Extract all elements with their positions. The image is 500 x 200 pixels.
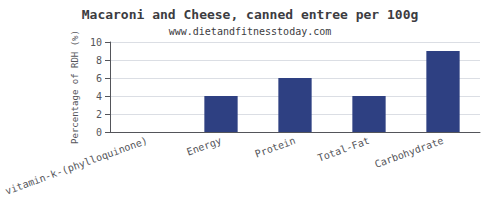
svg-text:Carbohydrate: Carbohydrate <box>373 135 445 170</box>
svg-text:www.dietandfitnesstoday.com: www.dietandfitnesstoday.com <box>169 26 332 37</box>
svg-text:4: 4 <box>96 91 102 102</box>
svg-text:Macaroni and Cheese, canned en: Macaroni and Cheese, canned entree per 1… <box>82 7 419 22</box>
svg-text:Energy: Energy <box>185 135 223 158</box>
svg-text:2: 2 <box>96 109 102 120</box>
svg-text:vitamin-k-(phylloquinone): vitamin-k-(phylloquinone) <box>4 135 149 197</box>
svg-text:Total-Fat: Total-Fat <box>316 135 371 164</box>
svg-text:10: 10 <box>90 37 102 48</box>
svg-text:0: 0 <box>96 127 102 138</box>
svg-text:Protein: Protein <box>254 135 297 160</box>
svg-text:Percentage of RDH (%): Percentage of RDH (%) <box>70 30 80 144</box>
svg-text:6: 6 <box>96 73 102 84</box>
svg-text:8: 8 <box>96 55 102 66</box>
